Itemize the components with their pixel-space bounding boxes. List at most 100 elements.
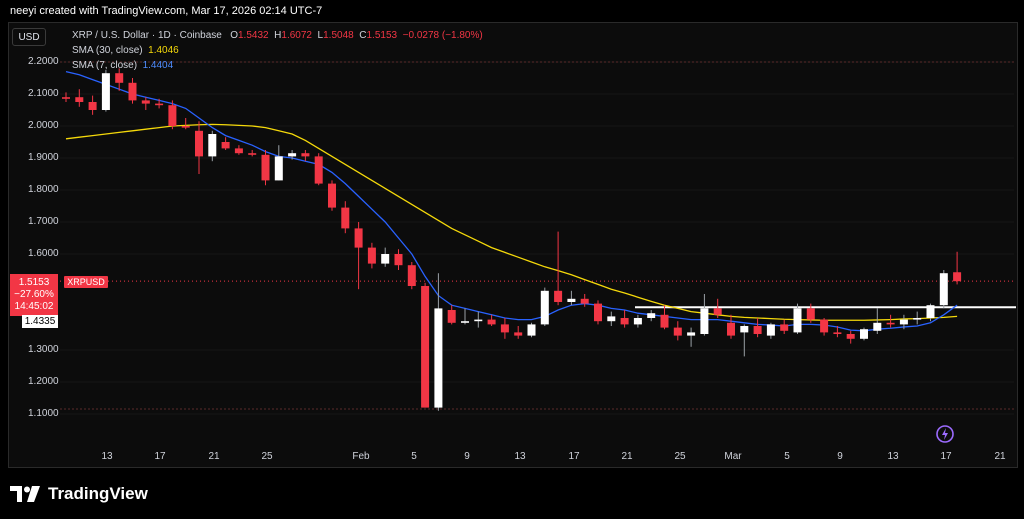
candle-body <box>461 321 469 323</box>
candle[interactable] <box>421 282 430 408</box>
candle[interactable] <box>155 98 164 109</box>
candle-body <box>434 308 443 408</box>
x-tick-label: 5 <box>784 451 790 462</box>
candle[interactable] <box>314 153 323 186</box>
candle[interactable] <box>713 298 722 318</box>
candle-body <box>500 324 509 333</box>
candle[interactable] <box>128 78 137 104</box>
open-label: O <box>230 30 238 41</box>
candle[interactable] <box>554 231 563 306</box>
sma30-line[interactable] <box>65 123 958 321</box>
candle-body <box>367 247 376 264</box>
candle[interactable] <box>141 97 150 110</box>
candle[interactable] <box>101 70 110 112</box>
candle[interactable] <box>620 310 629 328</box>
candle[interactable] <box>594 300 602 325</box>
candle[interactable] <box>660 305 669 330</box>
candle-body <box>647 313 656 318</box>
candle[interactable] <box>567 290 576 306</box>
sma30-label: SMA (30, close) <box>72 45 143 56</box>
candle[interactable] <box>899 314 908 330</box>
candle[interactable] <box>234 145 243 155</box>
candle[interactable] <box>580 294 589 307</box>
candle[interactable] <box>953 251 962 285</box>
candle[interactable] <box>514 326 523 339</box>
candle[interactable] <box>487 314 496 326</box>
candle[interactable] <box>860 327 868 341</box>
y-tick-label: 1.3000 <box>28 344 59 355</box>
candle[interactable] <box>115 68 124 91</box>
candle[interactable] <box>261 150 270 186</box>
candle[interactable] <box>274 145 283 181</box>
candle[interactable] <box>727 314 735 339</box>
candle[interactable] <box>407 262 416 290</box>
candle[interactable] <box>447 305 456 325</box>
candle[interactable] <box>647 310 656 322</box>
candle-body <box>328 183 336 208</box>
candle[interactable] <box>793 303 802 334</box>
currency-button[interactable]: USD <box>12 28 46 46</box>
candle[interactable] <box>367 242 376 269</box>
candle[interactable] <box>354 222 363 290</box>
sma30-legend[interactable]: SMA (30, close) 1.4046 <box>72 45 179 56</box>
candle-body <box>713 308 722 315</box>
candle[interactable] <box>461 308 469 325</box>
candle[interactable] <box>500 318 509 339</box>
candle[interactable] <box>540 287 549 326</box>
symbol-title[interactable]: XRP / U.S. Dollar · 1D · Coinbase <box>72 30 222 41</box>
candle-body <box>168 105 177 126</box>
candle[interactable] <box>753 318 762 338</box>
candle[interactable] <box>633 314 642 328</box>
chart-panel[interactable] <box>8 22 1018 468</box>
candle[interactable] <box>527 322 536 338</box>
candle[interactable] <box>221 137 230 150</box>
candle[interactable] <box>288 150 297 160</box>
candle[interactable] <box>846 330 855 344</box>
candle-body <box>354 228 363 248</box>
candle[interactable] <box>766 322 775 339</box>
candle[interactable] <box>939 270 948 309</box>
sma7-line[interactable] <box>65 70 958 332</box>
x-tick-label: 9 <box>837 451 843 462</box>
flash-icon[interactable] <box>935 424 955 444</box>
candle[interactable] <box>301 150 310 162</box>
candle[interactable] <box>820 318 829 336</box>
candle[interactable] <box>62 92 70 102</box>
candle[interactable] <box>886 314 895 328</box>
candle-body <box>846 334 855 339</box>
candle[interactable] <box>181 118 190 130</box>
bar-countdown: 14:45:02 <box>14 301 54 312</box>
sma7-legend[interactable]: SMA (7, close) 1.4404 <box>72 60 173 71</box>
candle[interactable] <box>687 327 696 347</box>
candle-body <box>727 322 735 336</box>
candle[interactable] <box>873 308 882 334</box>
candle[interactable] <box>673 321 682 341</box>
candle-body <box>860 329 868 339</box>
candle[interactable] <box>394 249 403 270</box>
candle[interactable] <box>474 311 483 328</box>
candle[interactable] <box>700 294 709 336</box>
candle[interactable] <box>926 303 935 322</box>
candle[interactable] <box>208 130 217 162</box>
candle[interactable] <box>75 89 84 107</box>
candle[interactable] <box>248 150 257 157</box>
candle[interactable] <box>434 273 443 411</box>
candle[interactable] <box>88 95 97 115</box>
x-tick-label: 17 <box>154 451 166 462</box>
candle[interactable] <box>381 247 390 267</box>
candle[interactable] <box>806 303 815 323</box>
candle[interactable] <box>341 201 350 234</box>
candle[interactable] <box>328 180 336 211</box>
candle[interactable] <box>833 326 842 338</box>
x-tick-label: 9 <box>464 451 470 462</box>
candle[interactable] <box>607 311 616 326</box>
candle[interactable] <box>740 324 749 357</box>
candle[interactable] <box>780 319 789 334</box>
candle[interactable] <box>913 311 922 325</box>
candle[interactable] <box>168 100 177 130</box>
candle-body <box>833 332 842 334</box>
candle[interactable] <box>195 121 203 174</box>
candle-body <box>607 316 616 322</box>
close-label: C <box>359 30 367 41</box>
